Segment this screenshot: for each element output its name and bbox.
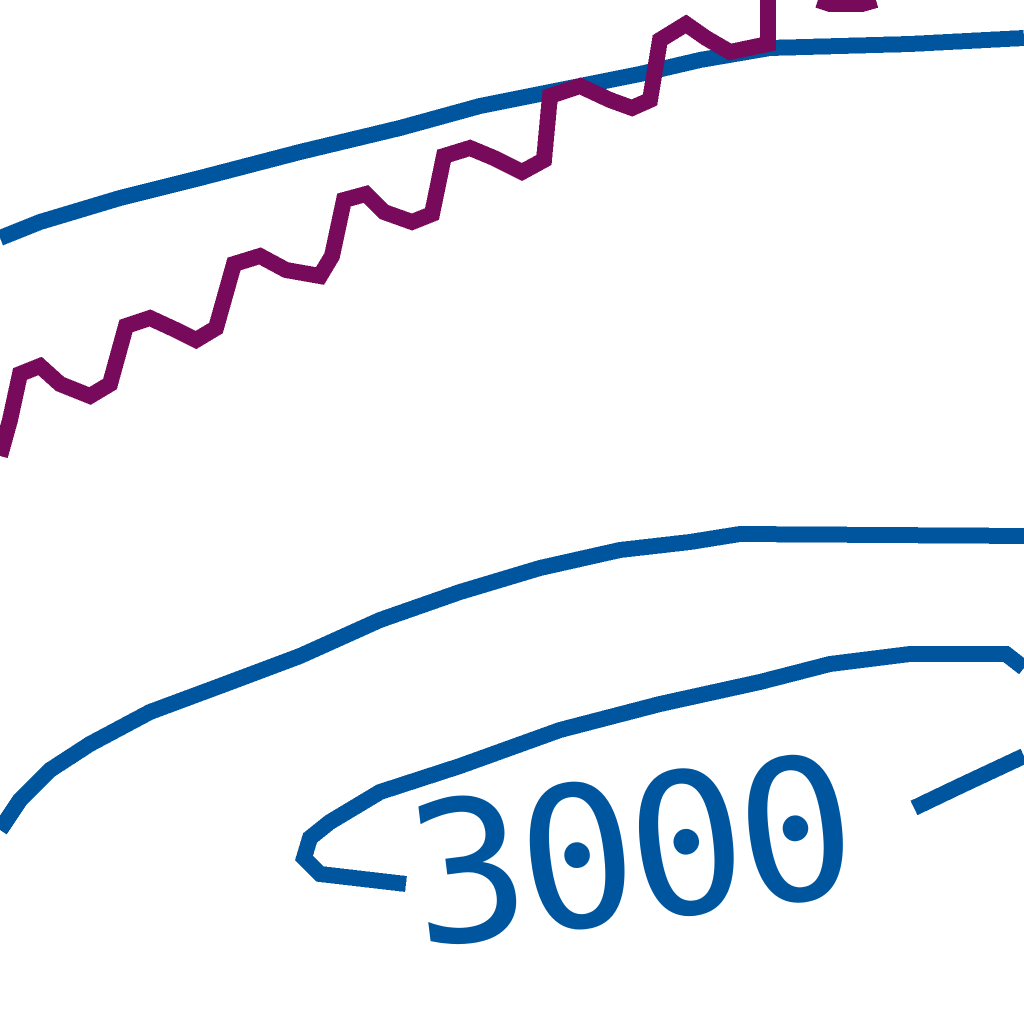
contour-line-middle — [0, 525, 1024, 835]
contour-elevation-label: 3000 — [396, 714, 861, 994]
contour-line-index-right — [910, 748, 1024, 816]
route-line — [0, 0, 776, 459]
route-line-fragment — [815, 0, 879, 12]
contour-line-index-left — [294, 646, 1024, 892]
